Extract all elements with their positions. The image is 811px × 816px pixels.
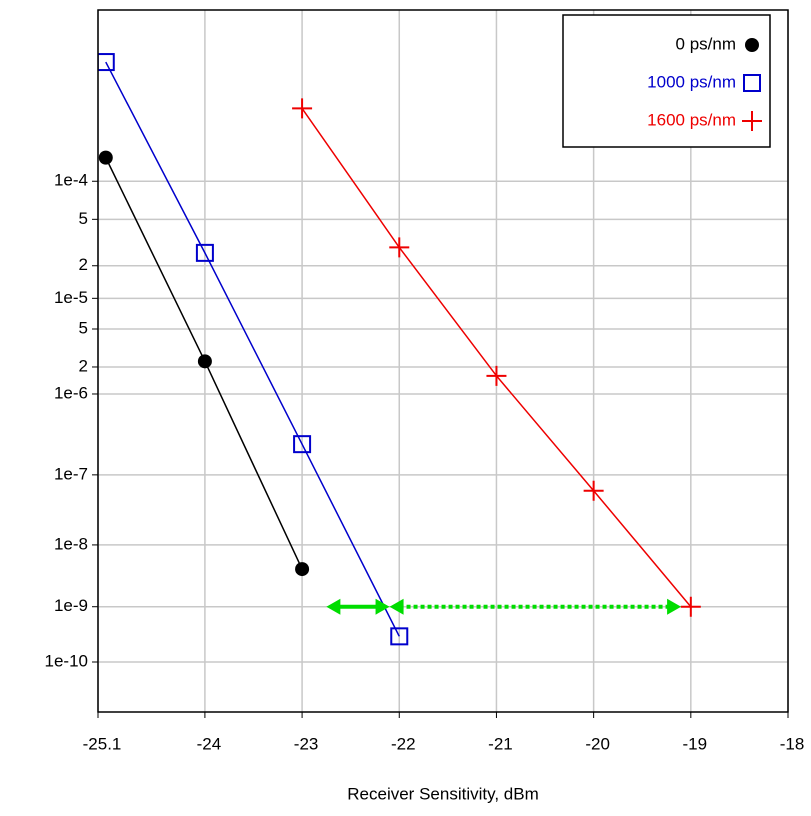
marker <box>197 354 212 369</box>
x-tick-label: -23 <box>294 734 319 753</box>
arrow-head <box>375 598 390 615</box>
y-tick-label: 1e-6 <box>54 383 88 402</box>
y-tick-label: 2 <box>79 255 88 274</box>
marker <box>745 38 759 52</box>
marker <box>292 98 313 119</box>
arrow-head <box>326 598 341 615</box>
marker <box>742 111 762 131</box>
y-tick-label: 1e-9 <box>54 596 88 615</box>
legend-label: 1000 ps/nm <box>647 72 736 91</box>
y-tick-label: 2 <box>79 356 88 375</box>
x-tick-label: -19 <box>683 734 708 753</box>
marker <box>583 480 604 501</box>
x-axis-label: Receiver Sensitivity, dBm <box>347 784 538 803</box>
legend-box <box>562 14 771 148</box>
marker <box>680 596 701 617</box>
arrow-head <box>389 598 404 615</box>
marker <box>743 74 761 92</box>
marker <box>195 243 214 262</box>
y-tick-label: 1e-4 <box>54 171 88 190</box>
marker <box>389 237 410 258</box>
marker <box>390 627 409 646</box>
x-tick-label: -25.1 <box>83 734 122 753</box>
legend-label: 1600 ps/nm <box>647 110 736 129</box>
plot <box>98 53 701 646</box>
marker <box>293 435 312 454</box>
legend: 0 ps/nm 1000 ps/nm 1600 ps/nm <box>562 14 771 148</box>
axes: -25.1 -24 -23 -22 -21 -20 -19 -18 1e-4 5 2 1e-5 5 2 1e… <box>45 171 805 754</box>
y-tick-label: 1e-10 <box>45 651 88 670</box>
y-tick-label: 5 <box>79 209 88 228</box>
arrow-head <box>667 598 682 615</box>
plot-border <box>97 9 789 713</box>
y-tick-label: 1e-7 <box>54 464 88 483</box>
series-line <box>105 61 400 637</box>
marker <box>98 150 113 165</box>
x-tick-label: -22 <box>391 734 416 753</box>
legend-label: 0 ps/nm <box>676 34 736 53</box>
marker <box>295 562 310 577</box>
x-tick-label: -18 <box>780 734 805 753</box>
marker <box>98 53 115 72</box>
y-tick-label: 1e-5 <box>54 288 88 307</box>
y-tick-label: 5 <box>79 318 88 337</box>
x-tick-label: -20 <box>585 734 610 753</box>
marker <box>486 365 507 386</box>
x-tick-label: -24 <box>197 734 222 753</box>
x-tick-label: -21 <box>488 734 513 753</box>
y-tick-label: 1e-8 <box>54 534 88 553</box>
